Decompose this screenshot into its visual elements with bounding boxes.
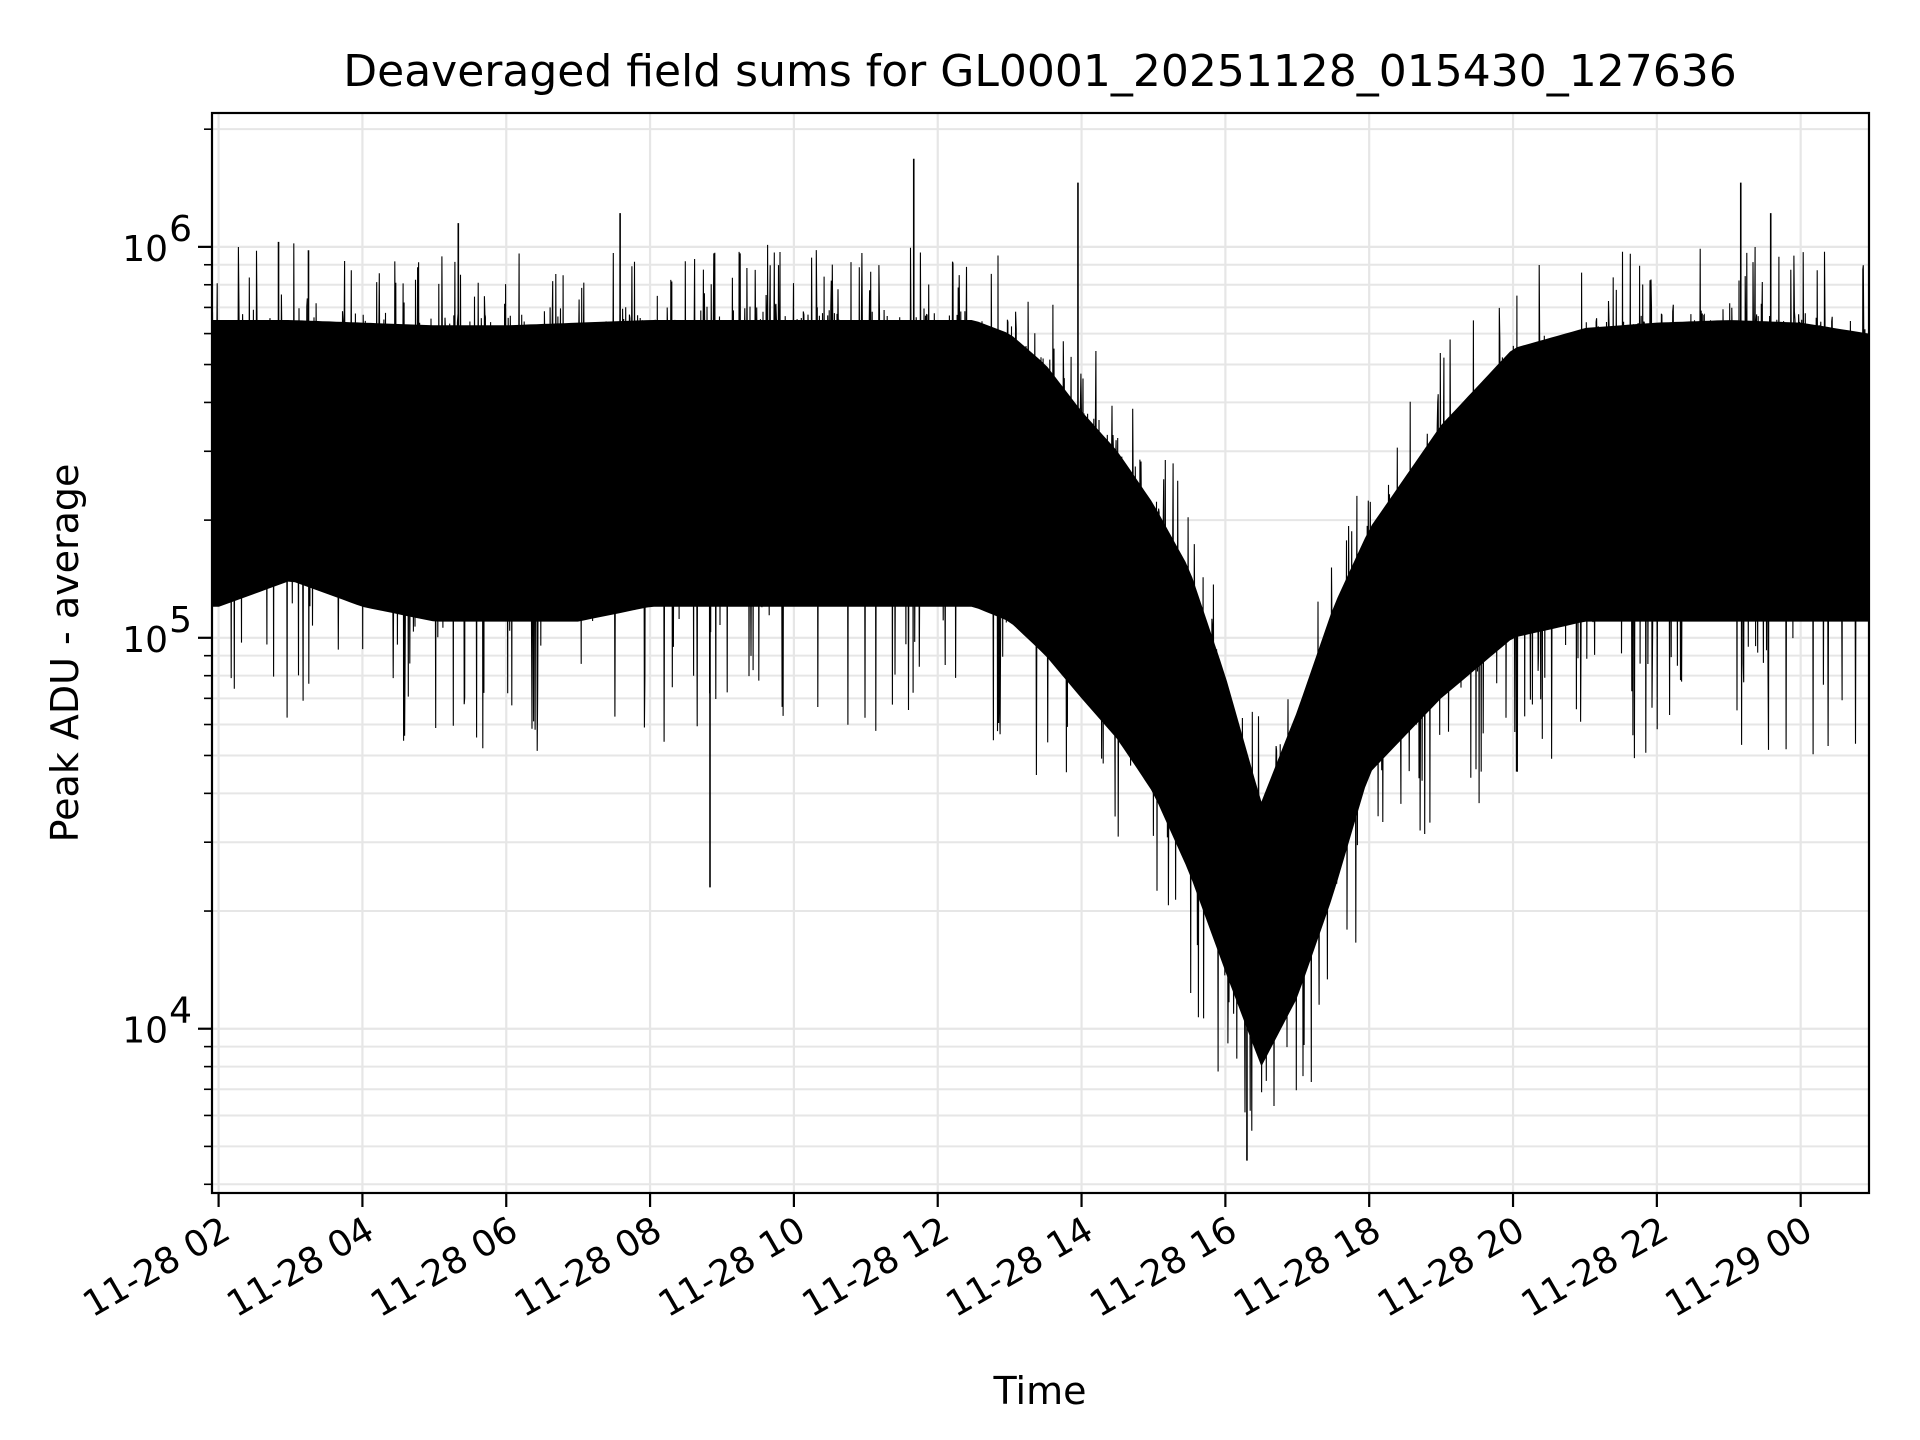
data-trace (211, 243, 1870, 1131)
series-line (211, 243, 1870, 1131)
y-tick-exponent: 5 (169, 600, 192, 641)
y-tick-exponent: 6 (169, 209, 192, 250)
data-spikes (277, 158, 1772, 1161)
y-tick-label: 10 (122, 1011, 168, 1052)
x-axis-label: Time (993, 1369, 1087, 1413)
y-tick-label: 10 (122, 229, 168, 270)
y-axis-label: Peak ADU - average (43, 464, 87, 843)
chart-title: Deaveraged field sums for GL0001_2025112… (343, 46, 1736, 97)
plot-area (210, 111, 1871, 1195)
y-tick-exponent: 4 (169, 991, 192, 1032)
y-tick-label: 10 (122, 620, 168, 661)
data-envelope (212, 320, 1869, 1067)
plot-frame (210, 111, 1871, 1195)
series-envelope (212, 320, 1869, 1067)
plot-background (212, 113, 1869, 1193)
